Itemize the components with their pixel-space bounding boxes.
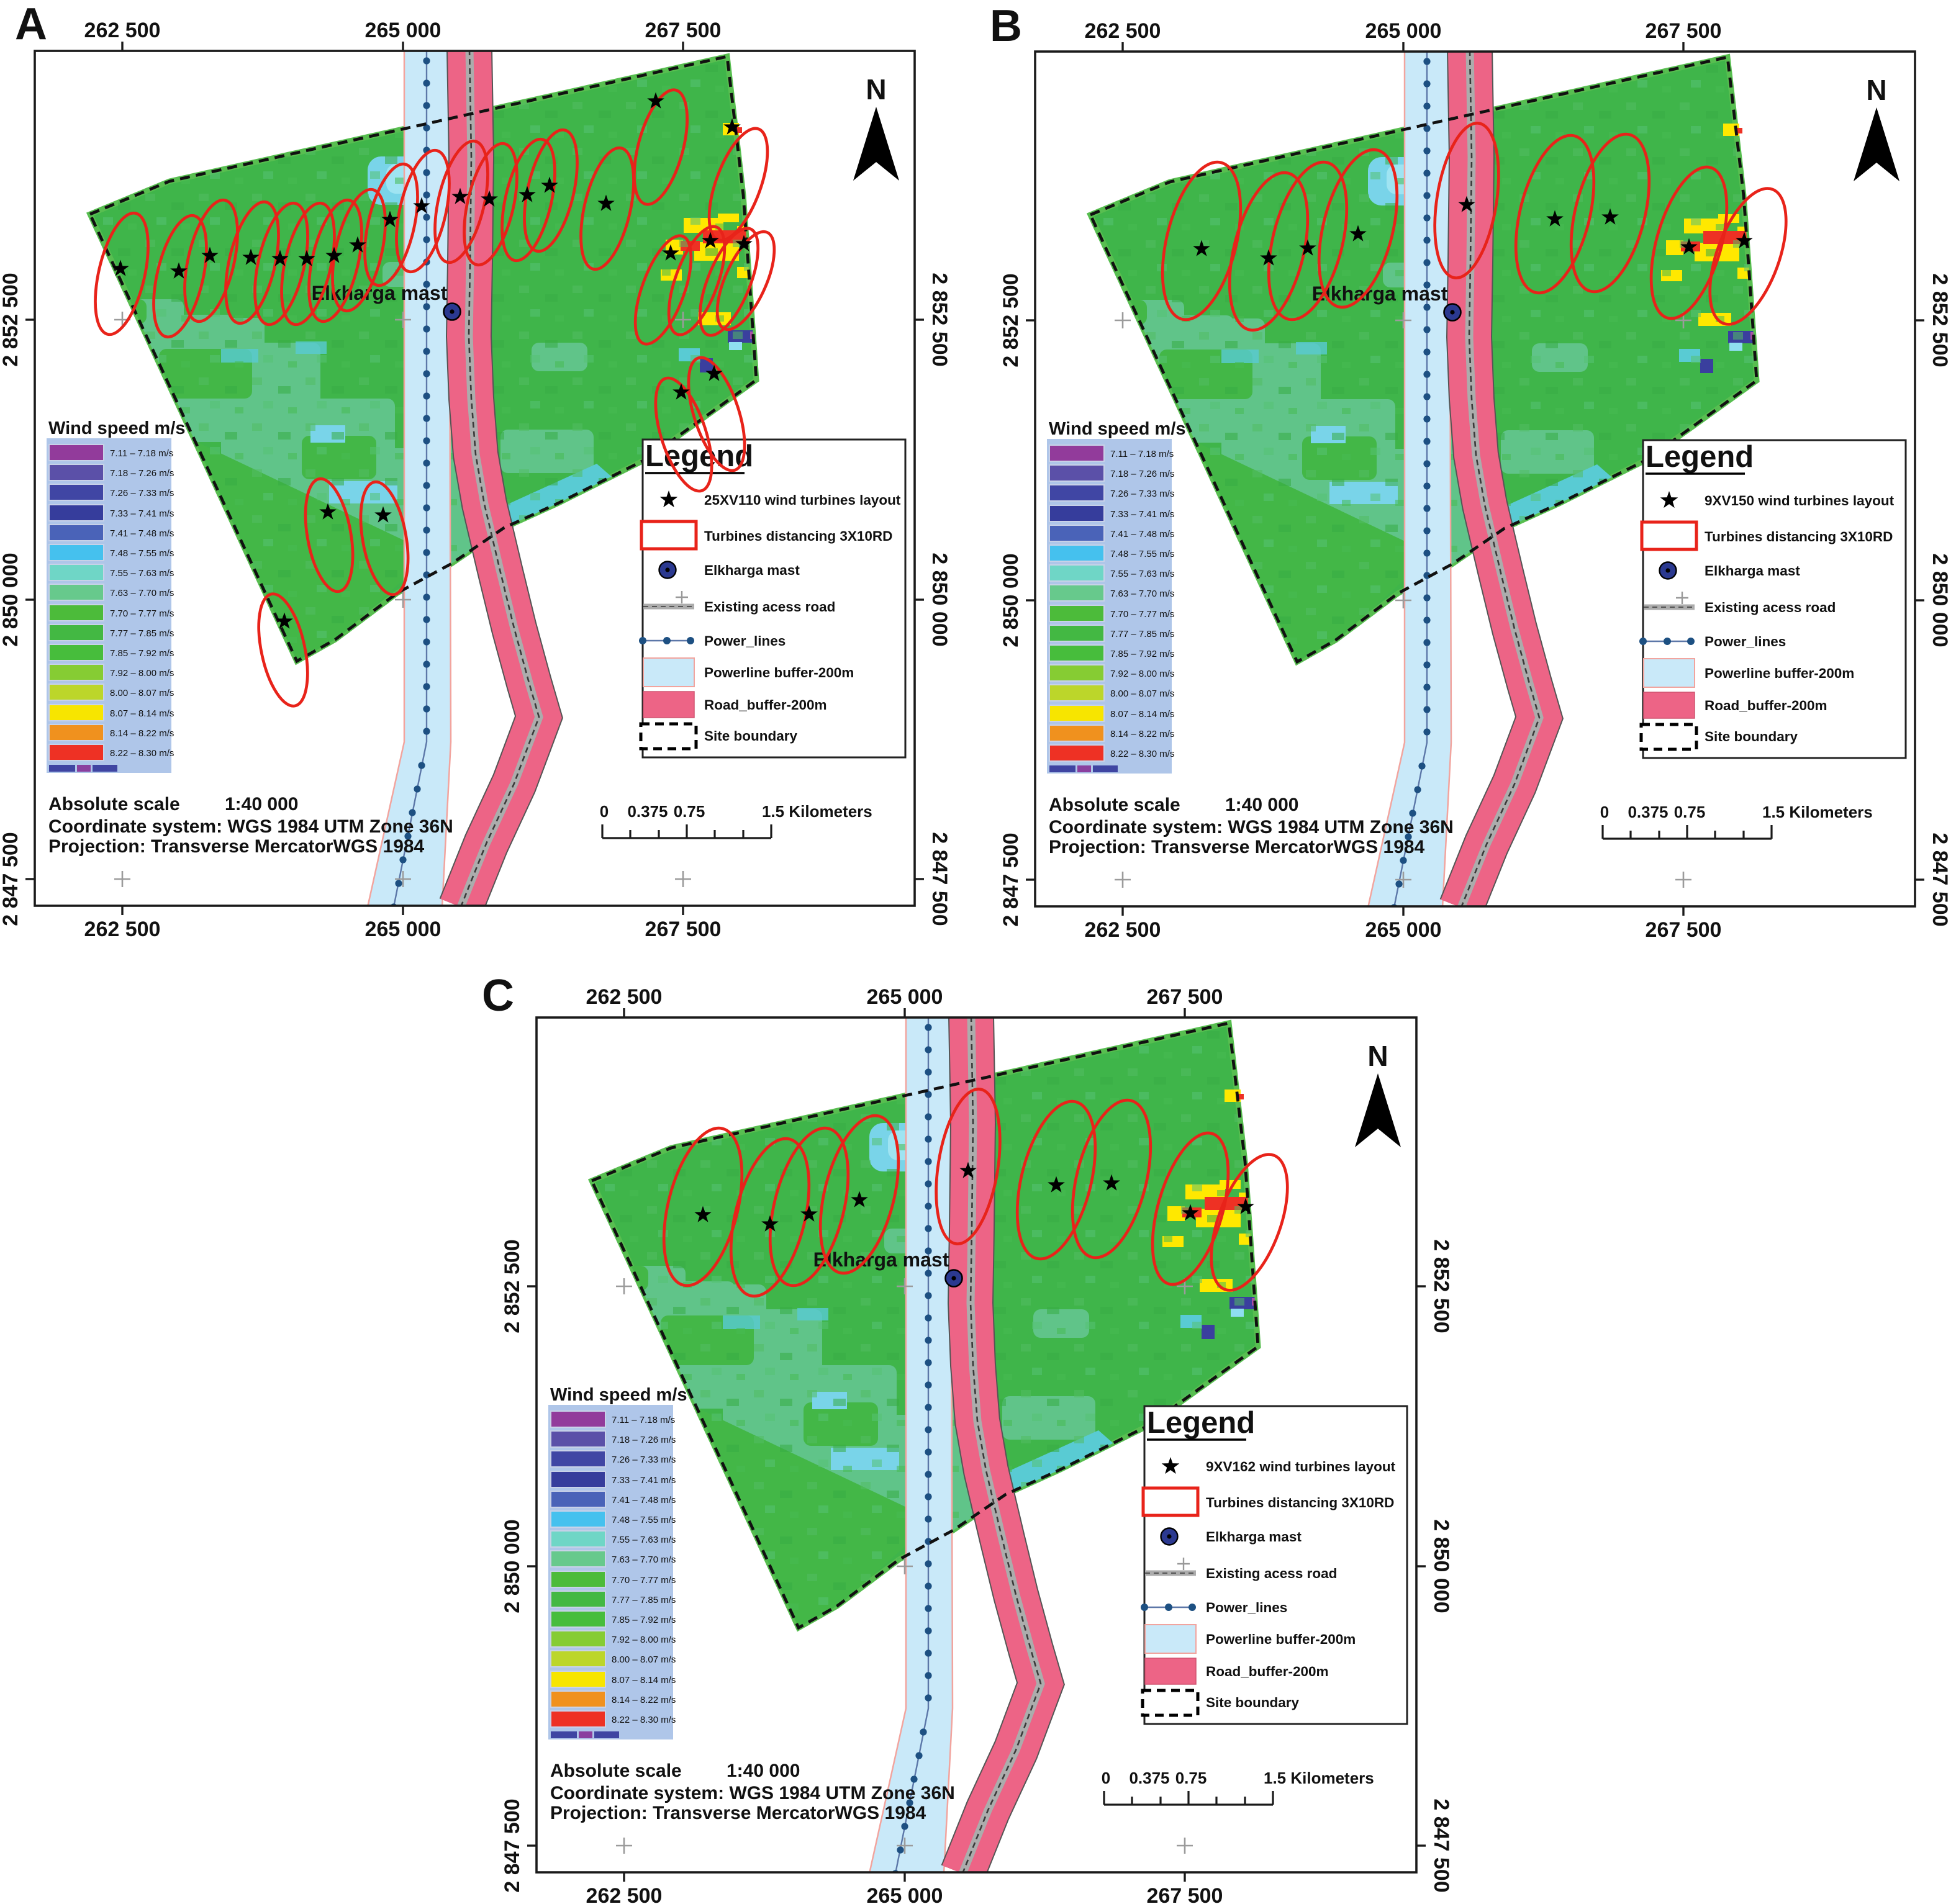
svg-text:9XV162 wind turbines layout: 9XV162 wind turbines layout <box>1206 1459 1396 1474</box>
svg-text:A: A <box>15 0 47 49</box>
svg-text:25XV110 wind turbines layout: 25XV110 wind turbines layout <box>704 492 901 508</box>
svg-text:B: B <box>990 1 1022 51</box>
svg-text:C: C <box>482 971 514 1021</box>
svg-text:9XV150 wind turbines layout: 9XV150 wind turbines layout <box>1705 493 1895 508</box>
